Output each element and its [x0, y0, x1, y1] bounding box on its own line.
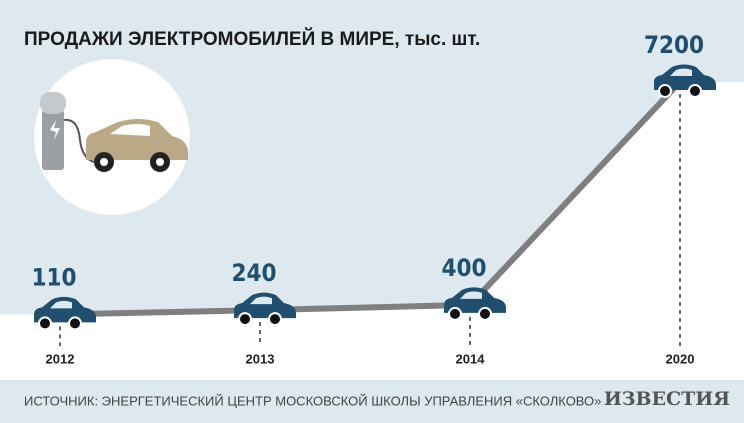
publisher-logo: ИЗВЕСТИЯ [604, 388, 730, 410]
wheel [658, 84, 672, 98]
car-body [654, 64, 716, 90]
wheel [448, 306, 462, 321]
wheel [268, 312, 282, 327]
wheel [38, 316, 52, 331]
car-marker [34, 296, 96, 331]
car-marker [234, 292, 296, 327]
value-label: 400 [441, 254, 486, 282]
source: ИСТОЧНИК: ЭНЕРГЕТИЧЕСКИЙ ЦЕНТР МОСКОВСКО… [24, 393, 601, 408]
value-label: 240 [231, 259, 276, 287]
wheel [478, 306, 492, 321]
illustration [34, 59, 190, 215]
value-label: 7200 [644, 31, 704, 59]
wheel [68, 316, 82, 331]
value-label: 110 [31, 263, 76, 291]
wheel [238, 312, 252, 327]
car-marker [654, 64, 716, 98]
x-tick-label: 2012 [46, 351, 75, 366]
car-window [670, 68, 692, 76]
x-tick-label: 2020 [666, 351, 695, 366]
car-window [460, 291, 482, 299]
wheel [688, 84, 702, 98]
car-body [444, 287, 506, 313]
car-marker [444, 287, 506, 321]
car-window [250, 296, 272, 305]
car-body [34, 296, 96, 323]
area-fill [0, 82, 744, 380]
x-tick-label: 2013 [246, 351, 275, 366]
x-tick-label: 2014 [456, 351, 486, 366]
car-body [234, 292, 296, 319]
line [59, 79, 683, 318]
car-window [50, 300, 72, 309]
chart-title: ПРОДАЖИ ЭЛЕКТРОМОБИЛЕЙ В МИРЕ, тыс. шт. [24, 28, 480, 50]
